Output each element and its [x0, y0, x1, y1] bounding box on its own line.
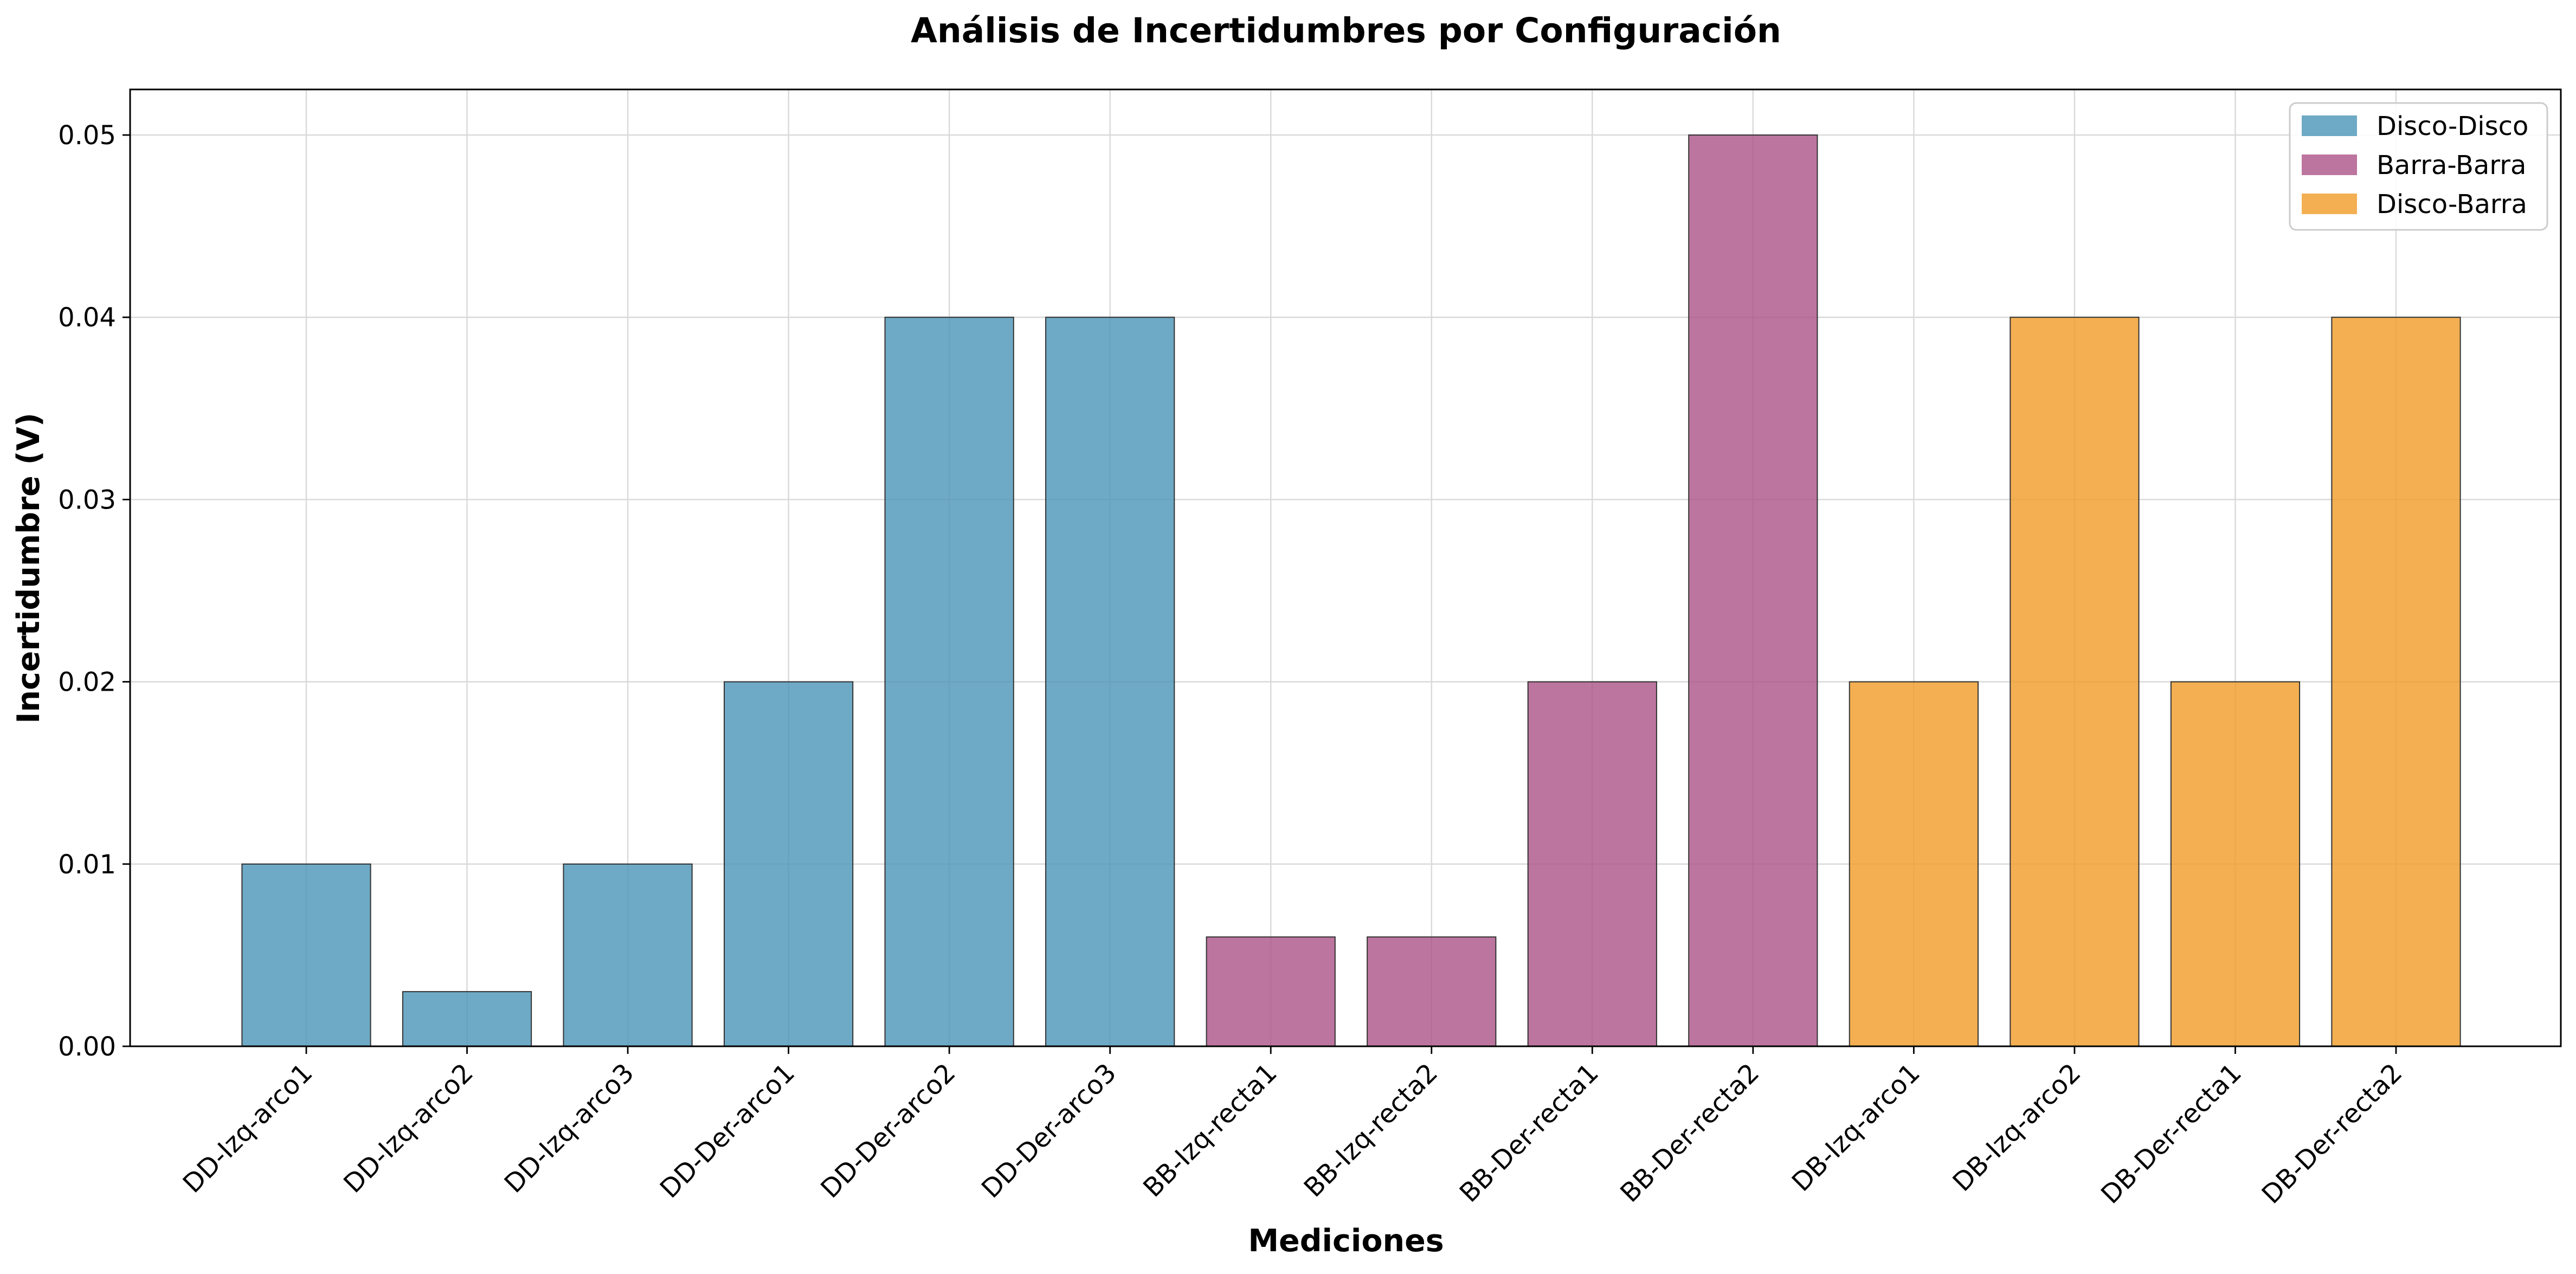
legend-swatch: [2302, 115, 2357, 136]
y-axis-label: Incertidumbre (V): [11, 413, 47, 724]
y-tick-label: 0.01: [58, 850, 116, 880]
y-tick-label: 0.05: [58, 120, 116, 151]
y-tick-label: 0.00: [58, 1032, 116, 1062]
bar-dd-izq-arco3: [563, 863, 693, 1047]
bar-dd-der-arco2: [884, 317, 1014, 1047]
plot-frame: [129, 88, 2562, 1047]
y-axis-ticks: 0.00 0.01 0.02 0.03 0.04 0.05: [58, 120, 130, 1062]
y-tick-label: 0.04: [58, 303, 116, 333]
legend-items: Disco-Disco Barra-Barra Disco-Barra: [2302, 111, 2528, 220]
legend: Disco-Disco Barra-Barra Disco-Barra: [2289, 102, 2548, 231]
x-axis-label: Mediciones: [1248, 1223, 1444, 1259]
bar-bb-izq-recta2: [1367, 936, 1497, 1047]
y-tick-label: 0.03: [58, 485, 116, 515]
bars: [241, 134, 2461, 1047]
bar-bb-der-recta2: [1688, 134, 1818, 1047]
y-tick-label: 0.02: [58, 667, 116, 698]
bar-bb-izq-recta1: [1206, 936, 1336, 1047]
bar-dd-izq-arco2: [402, 991, 532, 1047]
bar-dd-izq-arco1: [241, 863, 371, 1047]
bar-db-der-recta1: [2170, 681, 2301, 1047]
legend-swatch: [2302, 155, 2357, 175]
chart-title: Análisis de Incertidumbres por Configura…: [911, 11, 1781, 50]
bar-db-izq-arco2: [2010, 317, 2140, 1047]
bar-dd-der-arco1: [724, 681, 854, 1047]
bar-db-der-recta2: [2331, 317, 2461, 1047]
bar-bb-der-recta1: [1527, 681, 1657, 1047]
bar-db-izq-arco1: [1849, 681, 1979, 1047]
legend-label: Disco-Disco: [2377, 111, 2528, 141]
legend-label: Disco-Barra: [2377, 189, 2527, 220]
bar-dd-der-arco3: [1045, 317, 1175, 1047]
legend-label: Barra-Barra: [2377, 150, 2526, 181]
legend-swatch: [2302, 194, 2357, 214]
